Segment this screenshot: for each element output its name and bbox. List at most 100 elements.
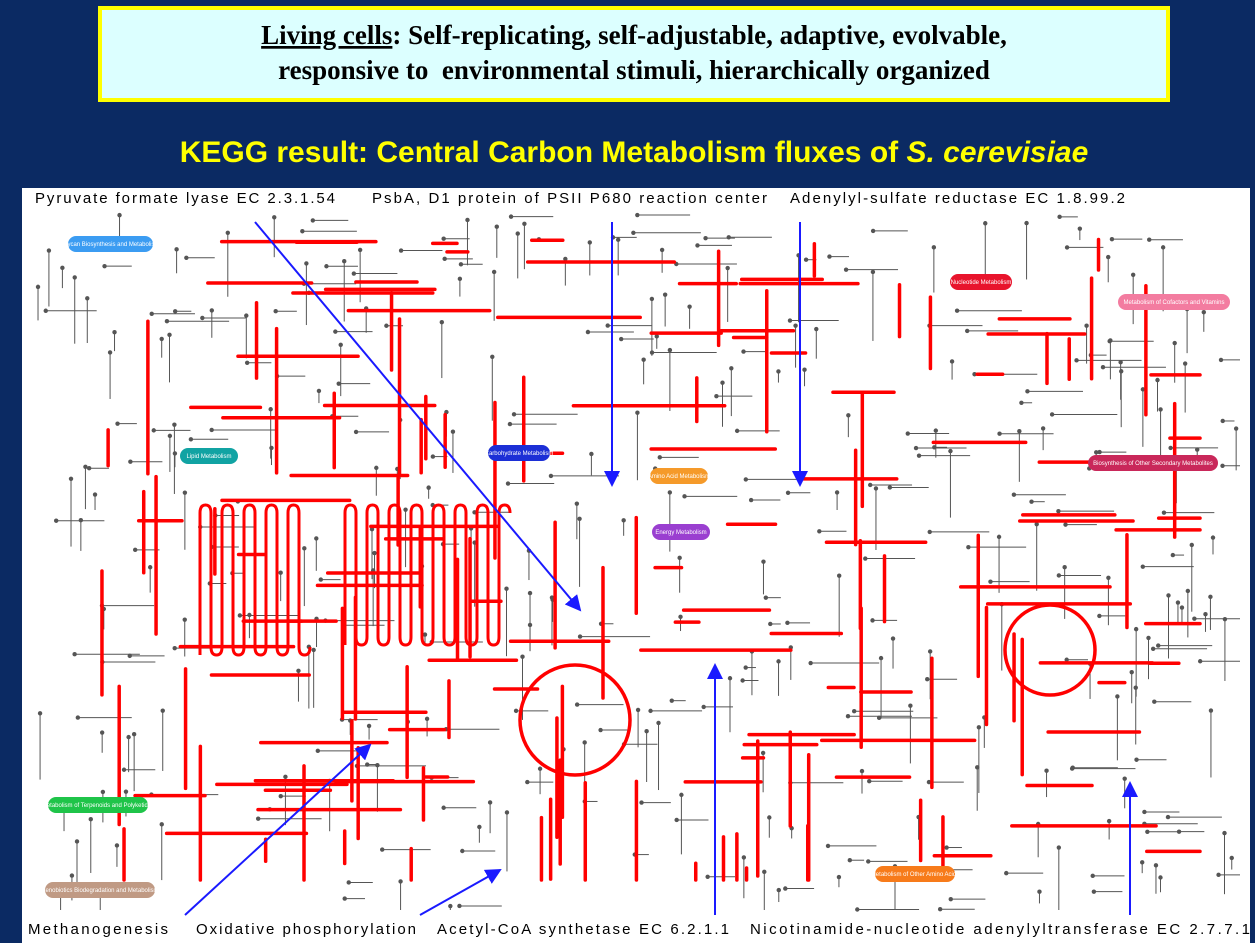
compound-node xyxy=(1170,552,1176,558)
region-pill xyxy=(180,448,238,464)
compound-node xyxy=(439,319,445,325)
compound-node xyxy=(296,668,301,673)
compound-node xyxy=(255,816,261,821)
slide-title: KEGG result: Central Carbon Metabolism f… xyxy=(180,136,1089,169)
compound-node xyxy=(808,660,813,666)
compound-node xyxy=(1208,708,1214,713)
compound-node xyxy=(273,308,278,314)
compound-node xyxy=(128,459,133,464)
compound-node xyxy=(748,497,754,503)
compound-node xyxy=(384,323,389,328)
compound-node xyxy=(870,269,876,275)
compound-node xyxy=(72,275,77,280)
compound-node xyxy=(527,590,533,596)
region-label: Nucleotide Metabolism xyxy=(951,280,1012,286)
compound-node xyxy=(527,622,533,628)
compound-node xyxy=(1182,361,1188,366)
compound-node xyxy=(927,529,932,535)
region-pill xyxy=(68,236,153,252)
compound-node xyxy=(867,779,872,784)
compound-node xyxy=(149,311,154,317)
compound-node xyxy=(1024,220,1029,226)
compound-node xyxy=(86,466,92,471)
bottom-annotation: Methanogenesis xyxy=(28,921,168,938)
bottom-annotation: Nicotinamide-nucleotide adenylyltransfer… xyxy=(750,921,1250,938)
compound-node xyxy=(353,429,359,435)
compound-node xyxy=(1179,605,1185,610)
compound-node xyxy=(441,805,446,810)
compound-node xyxy=(760,750,766,756)
compound-node xyxy=(1185,588,1191,594)
compound-node xyxy=(635,212,640,218)
compound-node xyxy=(1040,426,1046,431)
compound-node xyxy=(926,779,932,785)
compound-node xyxy=(268,407,273,412)
compound-node xyxy=(1100,365,1106,370)
compound-node xyxy=(1004,870,1009,876)
compound-node xyxy=(520,654,525,659)
region-pill xyxy=(1118,294,1230,310)
compound-node xyxy=(705,874,710,879)
compound-node xyxy=(905,431,910,436)
compound-node xyxy=(74,839,80,844)
compound-node xyxy=(114,843,120,848)
region-pill xyxy=(875,866,955,882)
compound-node xyxy=(159,336,164,342)
compound-node xyxy=(1049,412,1055,417)
compound-node xyxy=(577,634,583,639)
compound-node xyxy=(167,332,172,338)
compound-node xyxy=(793,323,798,328)
region-label: Glycan Biosynthesis and Metabolism xyxy=(61,242,159,248)
compound-node xyxy=(88,817,93,822)
compound-node xyxy=(172,451,178,456)
top-annotation: Adenylyl-sulfate reductase EC 1.8.99.2 xyxy=(790,190,1125,207)
compound-node xyxy=(310,218,316,223)
compound-node xyxy=(659,247,665,253)
compound-node xyxy=(783,886,788,891)
compound-node xyxy=(314,536,319,541)
region-pill xyxy=(488,445,550,461)
header-line2: responsive to environmental stimuli, hie… xyxy=(278,55,990,85)
compound-node xyxy=(768,621,773,627)
compound-node xyxy=(913,445,919,451)
header-text: : Self-replicating, self-adjustable, ada… xyxy=(392,20,1006,50)
compound-node xyxy=(1158,407,1163,412)
compound-node xyxy=(847,858,853,863)
compound-node xyxy=(983,221,988,226)
compound-node xyxy=(1063,522,1068,527)
compound-node xyxy=(78,517,84,523)
compound-node xyxy=(1165,814,1171,820)
compound-node xyxy=(117,212,122,218)
compound-node xyxy=(785,490,791,495)
compound-node xyxy=(1011,492,1017,497)
compound-node xyxy=(525,779,530,785)
compound-node xyxy=(574,501,580,506)
compound-node xyxy=(184,255,189,261)
compound-node xyxy=(283,774,288,780)
compound-node xyxy=(1122,776,1127,781)
compound-node xyxy=(727,676,733,681)
compound-node xyxy=(1097,449,1102,455)
compound-node xyxy=(333,329,338,334)
compound-node xyxy=(225,230,230,235)
compound-node xyxy=(1201,309,1207,315)
compound-node xyxy=(522,221,527,226)
compound-node xyxy=(1134,757,1139,762)
compound-node xyxy=(1218,357,1224,363)
compound-node xyxy=(237,613,243,618)
compound-node xyxy=(679,792,684,798)
compound-node xyxy=(1109,236,1115,242)
compound-node xyxy=(933,428,939,433)
compound-node xyxy=(1074,358,1079,363)
compound-node xyxy=(948,896,953,902)
compound-node xyxy=(494,224,499,229)
compound-node xyxy=(1158,875,1163,880)
compound-node xyxy=(508,214,514,219)
compound-node xyxy=(965,328,970,334)
bottom-annotation: Oxidative phosphorylation xyxy=(196,921,416,938)
compound-node xyxy=(855,907,860,912)
compound-node xyxy=(827,254,832,259)
compound-node xyxy=(37,711,43,716)
compound-node xyxy=(1091,889,1097,894)
compound-node xyxy=(1106,575,1111,580)
